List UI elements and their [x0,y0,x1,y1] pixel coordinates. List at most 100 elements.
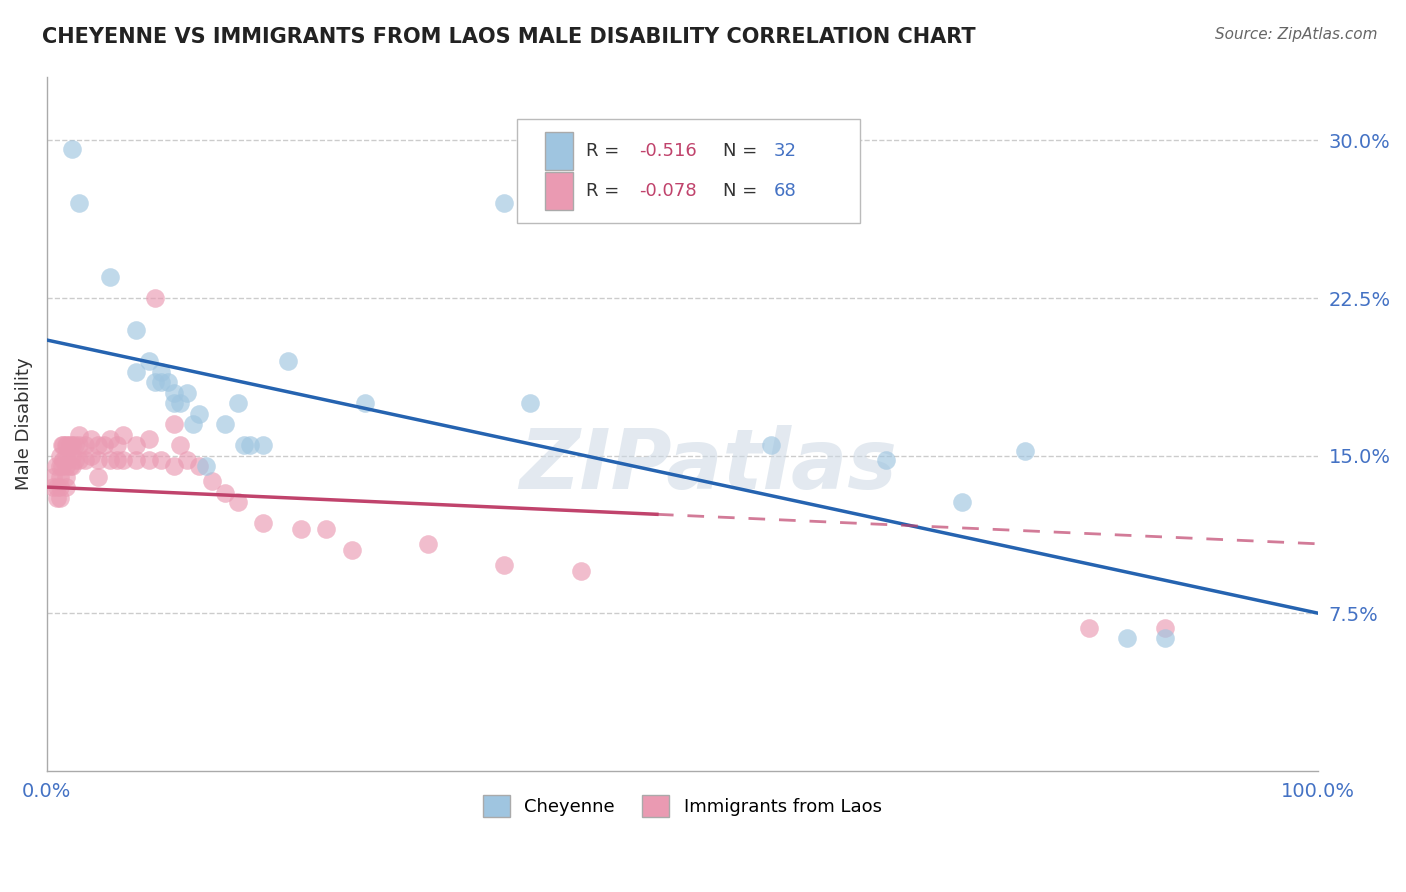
Point [80,432,103,446]
Text: R =: R = [586,182,624,200]
FancyBboxPatch shape [546,132,574,170]
Text: CHEYENNE VS IMMIGRANTS FROM LAOS MALE DISABILITY CORRELATION CHART: CHEYENNE VS IMMIGRANTS FROM LAOS MALE DI… [42,27,976,46]
Point [59,438,82,452]
Point [277,354,299,368]
Point [569,564,592,578]
Point [55,438,77,452]
Point [1154,632,1177,646]
Point [125,322,148,336]
Point [55,449,77,463]
Point [80,449,103,463]
Point [494,558,516,572]
Point [163,385,186,400]
Point [125,452,148,467]
Point [125,438,148,452]
Point [52,438,75,452]
Point [226,495,249,509]
Text: -0.516: -0.516 [640,142,697,161]
Y-axis label: Male Disability: Male Disability [15,358,32,491]
Text: R =: R = [586,142,624,161]
Point [100,452,122,467]
Text: -0.078: -0.078 [640,182,697,200]
Point [176,385,198,400]
Point [46,480,69,494]
Point [87,452,110,467]
Point [150,365,173,379]
Point [51,459,73,474]
Text: Source: ZipAtlas.com: Source: ZipAtlas.com [1215,27,1378,42]
Point [252,516,274,530]
Text: 32: 32 [773,142,797,161]
Point [150,375,173,389]
Point [87,469,110,483]
Point [60,438,83,452]
Text: N =: N = [723,182,763,200]
Point [60,459,83,474]
Point [239,438,262,452]
Point [73,452,96,467]
Point [112,427,135,442]
Point [1078,621,1101,635]
Point [112,452,135,467]
Point [214,486,236,500]
Point [67,196,90,211]
Point [59,459,82,474]
Point [45,459,67,474]
Point [67,427,90,442]
Point [63,438,86,452]
Point [42,480,65,494]
Point [48,459,70,474]
Point [138,354,160,368]
Point [100,432,122,446]
Point [67,452,90,467]
Point [226,396,249,410]
Point [48,480,70,494]
FancyBboxPatch shape [546,172,574,210]
Point [232,438,254,452]
Point [52,452,75,467]
Text: 68: 68 [773,182,797,200]
Point [48,469,70,483]
Point [125,365,148,379]
Point [163,396,186,410]
Point [418,537,440,551]
Point [105,452,128,467]
Point [169,438,191,452]
Point [176,452,198,467]
Point [875,452,897,467]
Point [214,417,236,431]
Point [315,522,337,536]
Point [42,469,65,483]
Point [163,417,186,431]
Point [143,291,166,305]
Point [1014,444,1036,458]
Point [1154,621,1177,635]
Point [63,452,86,467]
Point [138,452,160,467]
Point [46,491,69,505]
Point [100,270,122,285]
Point [55,469,77,483]
Point [143,375,166,389]
Point [51,438,73,452]
Point [252,438,274,452]
Point [761,438,783,452]
Point [60,449,83,463]
Point [188,459,211,474]
Point [105,438,128,452]
Point [169,396,191,410]
Text: N =: N = [723,142,763,161]
Point [138,432,160,446]
Point [48,449,70,463]
Point [290,522,312,536]
Point [353,396,375,410]
Point [87,438,110,452]
Point [201,474,224,488]
Point [188,407,211,421]
Point [950,495,973,509]
Point [55,480,77,494]
Point [56,452,79,467]
Legend: Cheyenne, Immigrants from Laos: Cheyenne, Immigrants from Laos [475,788,889,824]
Point [156,375,179,389]
Point [163,459,186,474]
